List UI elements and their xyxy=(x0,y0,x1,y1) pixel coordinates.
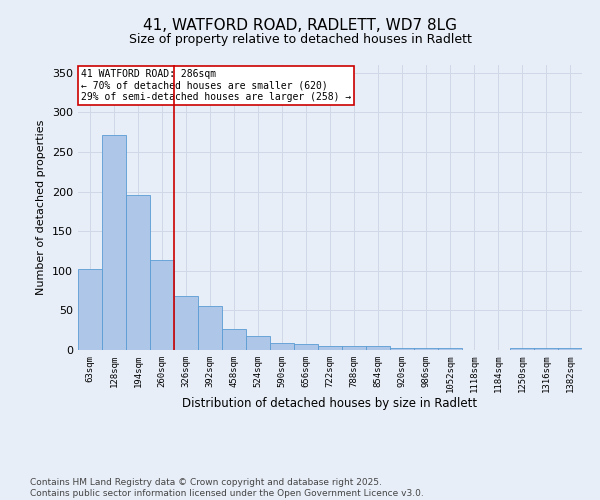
Y-axis label: Number of detached properties: Number of detached properties xyxy=(37,120,46,295)
Bar xyxy=(510,348,534,350)
X-axis label: Distribution of detached houses by size in Radlett: Distribution of detached houses by size … xyxy=(182,396,478,409)
Bar xyxy=(78,269,102,350)
Bar xyxy=(246,336,270,350)
Bar xyxy=(150,260,174,350)
Bar xyxy=(414,348,438,350)
Bar xyxy=(366,346,390,350)
Bar xyxy=(294,344,318,350)
Bar xyxy=(558,348,582,350)
Text: 41 WATFORD ROAD: 286sqm
← 70% of detached houses are smaller (620)
29% of semi-d: 41 WATFORD ROAD: 286sqm ← 70% of detache… xyxy=(80,70,351,102)
Bar xyxy=(390,348,414,350)
Bar xyxy=(318,346,342,350)
Text: Size of property relative to detached houses in Radlett: Size of property relative to detached ho… xyxy=(128,32,472,46)
Bar xyxy=(438,348,462,350)
Bar xyxy=(342,346,366,350)
Text: 41, WATFORD ROAD, RADLETT, WD7 8LG: 41, WATFORD ROAD, RADLETT, WD7 8LG xyxy=(143,18,457,32)
Bar xyxy=(174,296,198,350)
Bar xyxy=(102,136,126,350)
Bar xyxy=(198,306,222,350)
Bar xyxy=(534,348,558,350)
Bar xyxy=(126,195,150,350)
Bar xyxy=(222,330,246,350)
Text: Contains HM Land Registry data © Crown copyright and database right 2025.
Contai: Contains HM Land Registry data © Crown c… xyxy=(30,478,424,498)
Bar xyxy=(270,343,294,350)
